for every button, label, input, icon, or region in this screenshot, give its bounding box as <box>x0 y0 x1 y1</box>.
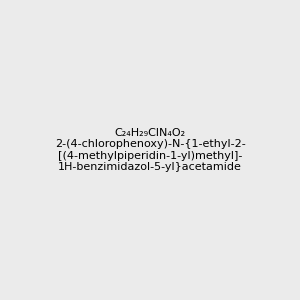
Text: C₂₄H₂₉ClN₄O₂
2-(4-chlorophenoxy)-N-{1-ethyl-2-
[(4-methylpiperidin-1-yl)methyl]-: C₂₄H₂₉ClN₄O₂ 2-(4-chlorophenoxy)-N-{1-et… <box>55 128 245 172</box>
